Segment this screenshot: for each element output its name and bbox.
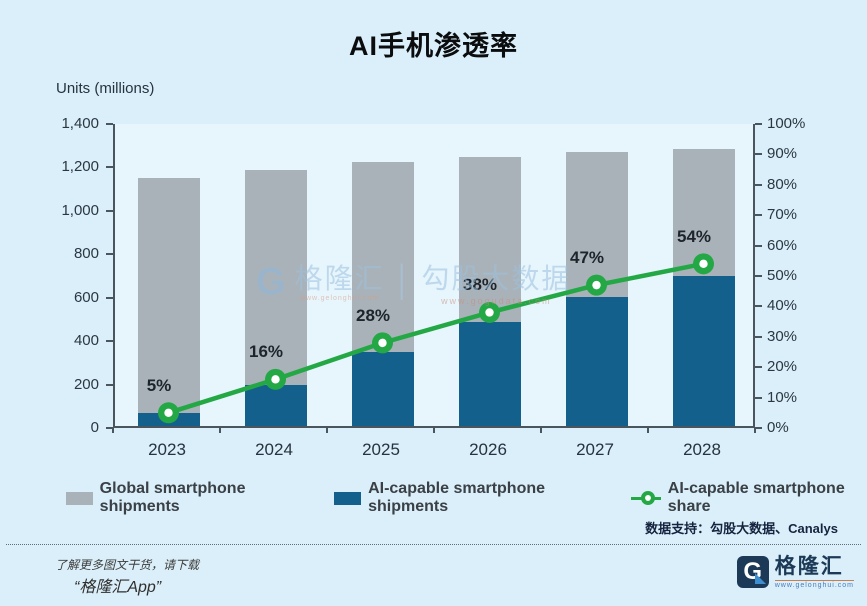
right-axis-tick-label: 90% (767, 145, 798, 163)
legend-label: AI-capable smartphone share (667, 480, 845, 515)
legend-swatch-icon (334, 491, 362, 505)
brand-name: 格隆汇 (774, 555, 844, 578)
right-axis-tickmark (755, 153, 762, 156)
x-axis-label-2028: 2028 (683, 440, 721, 459)
right-axis-tick-label: 40% (767, 297, 798, 315)
x-axis-label-2025: 2025 (362, 440, 400, 459)
left-axis-tickmark (106, 427, 113, 429)
x-axis-tickmark (326, 428, 328, 433)
left-axis-tickmark (106, 166, 113, 169)
left-axis-tickmark (106, 383, 113, 386)
x-axis-tickmark (754, 428, 756, 433)
right-axis-tickmark (755, 275, 762, 277)
right-axis-tick-label: 20% (767, 358, 798, 376)
brand-logo: G 格隆汇 www.gelonghui.com (736, 555, 854, 589)
right-axis-tick-label: 10% (767, 388, 798, 406)
x-axis-tickmark (112, 428, 114, 433)
left-axis-title: Units (millions) (56, 80, 155, 97)
share-marker-hole (271, 375, 280, 384)
right-axis-tick-label: 60% (767, 236, 798, 254)
share-marker-hole (699, 259, 708, 269)
legend-item-0: Global smartphone shipments (66, 480, 304, 516)
footer-app-name: “格隆汇App” (74, 579, 162, 596)
right-axis-tickmark (755, 244, 762, 247)
share-value-label-2025: 28% (355, 306, 391, 325)
bar-ai-2024 (245, 385, 307, 426)
share-marker-hole (164, 408, 173, 417)
chart-legend: Global smartphone shipments AI-capable sm… (66, 480, 867, 516)
bar-ai-2025 (352, 352, 414, 426)
bar-global-2023 (138, 178, 200, 426)
left-axis-tickmark (106, 253, 113, 256)
x-axis-label-2026: 2026 (469, 440, 507, 459)
right-axis-tickmark (755, 305, 762, 308)
right-axis-tick-label: 80% (767, 175, 798, 193)
footer-divider (6, 544, 861, 545)
left-axis-tick-label: 1,200 (61, 158, 99, 176)
right-axis-tick-label: 70% (767, 206, 798, 224)
share-marker-hole (378, 338, 387, 348)
bar-ai-2027 (566, 297, 628, 426)
right-axis-tickmark (755, 396, 762, 399)
left-axis-tick-label: 800 (73, 245, 99, 263)
x-axis-label-2024: 2024 (255, 440, 293, 459)
right-axis-tickmark (755, 335, 762, 338)
legend-swatch-icon (66, 491, 93, 505)
x-axis-tickmark (219, 428, 221, 433)
left-axis-tickmark (106, 296, 113, 299)
left-axis-tick-label: 1,000 (61, 201, 99, 219)
right-axis-tickmark (755, 123, 762, 125)
bar-ai-2028 (673, 276, 735, 426)
brand-logo-icon: G (736, 556, 769, 588)
left-axis-tickmark (106, 340, 113, 343)
share-marker-hole (485, 308, 494, 317)
share-value-label-2027: 47% (569, 248, 605, 267)
legend-label: AI-capable smartphone shipments (368, 480, 546, 515)
right-axis-tick-label: 50% (767, 267, 798, 284)
left-axis-tickmark (106, 209, 113, 212)
legend-label: Global smartphone shipments (99, 480, 246, 515)
right-axis-tickmark (755, 427, 762, 429)
x-axis-label-2027: 2027 (576, 440, 614, 459)
x-axis-tickmark (433, 428, 435, 433)
brand-logo-arrow-icon (754, 573, 766, 584)
left-axis-tick-label: 200 (73, 375, 99, 393)
left-axis-tickmark (106, 123, 113, 125)
right-axis-tickmark (755, 366, 762, 369)
share-value-label-2026: 38% (462, 275, 498, 294)
share-value-label-2023: 5% (146, 376, 172, 395)
share-value-label-2028: 54% (676, 227, 712, 246)
share-line (167, 261, 704, 415)
brand-logo-letter: G (743, 558, 763, 585)
bar-ai-2026 (459, 322, 521, 426)
x-axis-tickmark (540, 428, 542, 433)
right-axis-tickmark (755, 183, 762, 186)
chart-title: AI手机渗透率 (349, 31, 518, 61)
right-axis-tick-label: 100% (767, 115, 806, 132)
left-axis-tick-label: 600 (73, 288, 99, 306)
source-note: 数据支持：勾股大数据、Canalys (645, 521, 838, 536)
legend-line-donut (640, 491, 655, 505)
right-axis-tickmark (755, 214, 762, 217)
x-axis-label-2023: 2023 (148, 440, 186, 459)
legend-item-1: AI-capable smartphone shipments (334, 480, 600, 516)
left-axis-tick-label: 400 (73, 332, 99, 350)
share-line-svg (158, 253, 714, 424)
share-value-label-2024: 16% (248, 342, 284, 361)
share-marker-hole (592, 280, 601, 290)
legend-line-marker-icon (630, 490, 661, 506)
footer-promo-text: 了解更多图文干货，请下载 (55, 558, 200, 572)
x-axis-tickmark (647, 428, 649, 433)
legend-item-2: AI-capable smartphone share (630, 480, 867, 516)
left-axis-tick-label: 1,400 (61, 115, 99, 132)
plot-area: 5% 16% 28% 38% 47% 54% (113, 124, 755, 428)
right-axis-tick-label: 30% (767, 327, 798, 345)
brand-url: www.gelonghui.com (774, 580, 854, 589)
right-axis-tick-label: 0% (767, 419, 789, 436)
left-axis-tick-label: 0 (90, 419, 99, 436)
